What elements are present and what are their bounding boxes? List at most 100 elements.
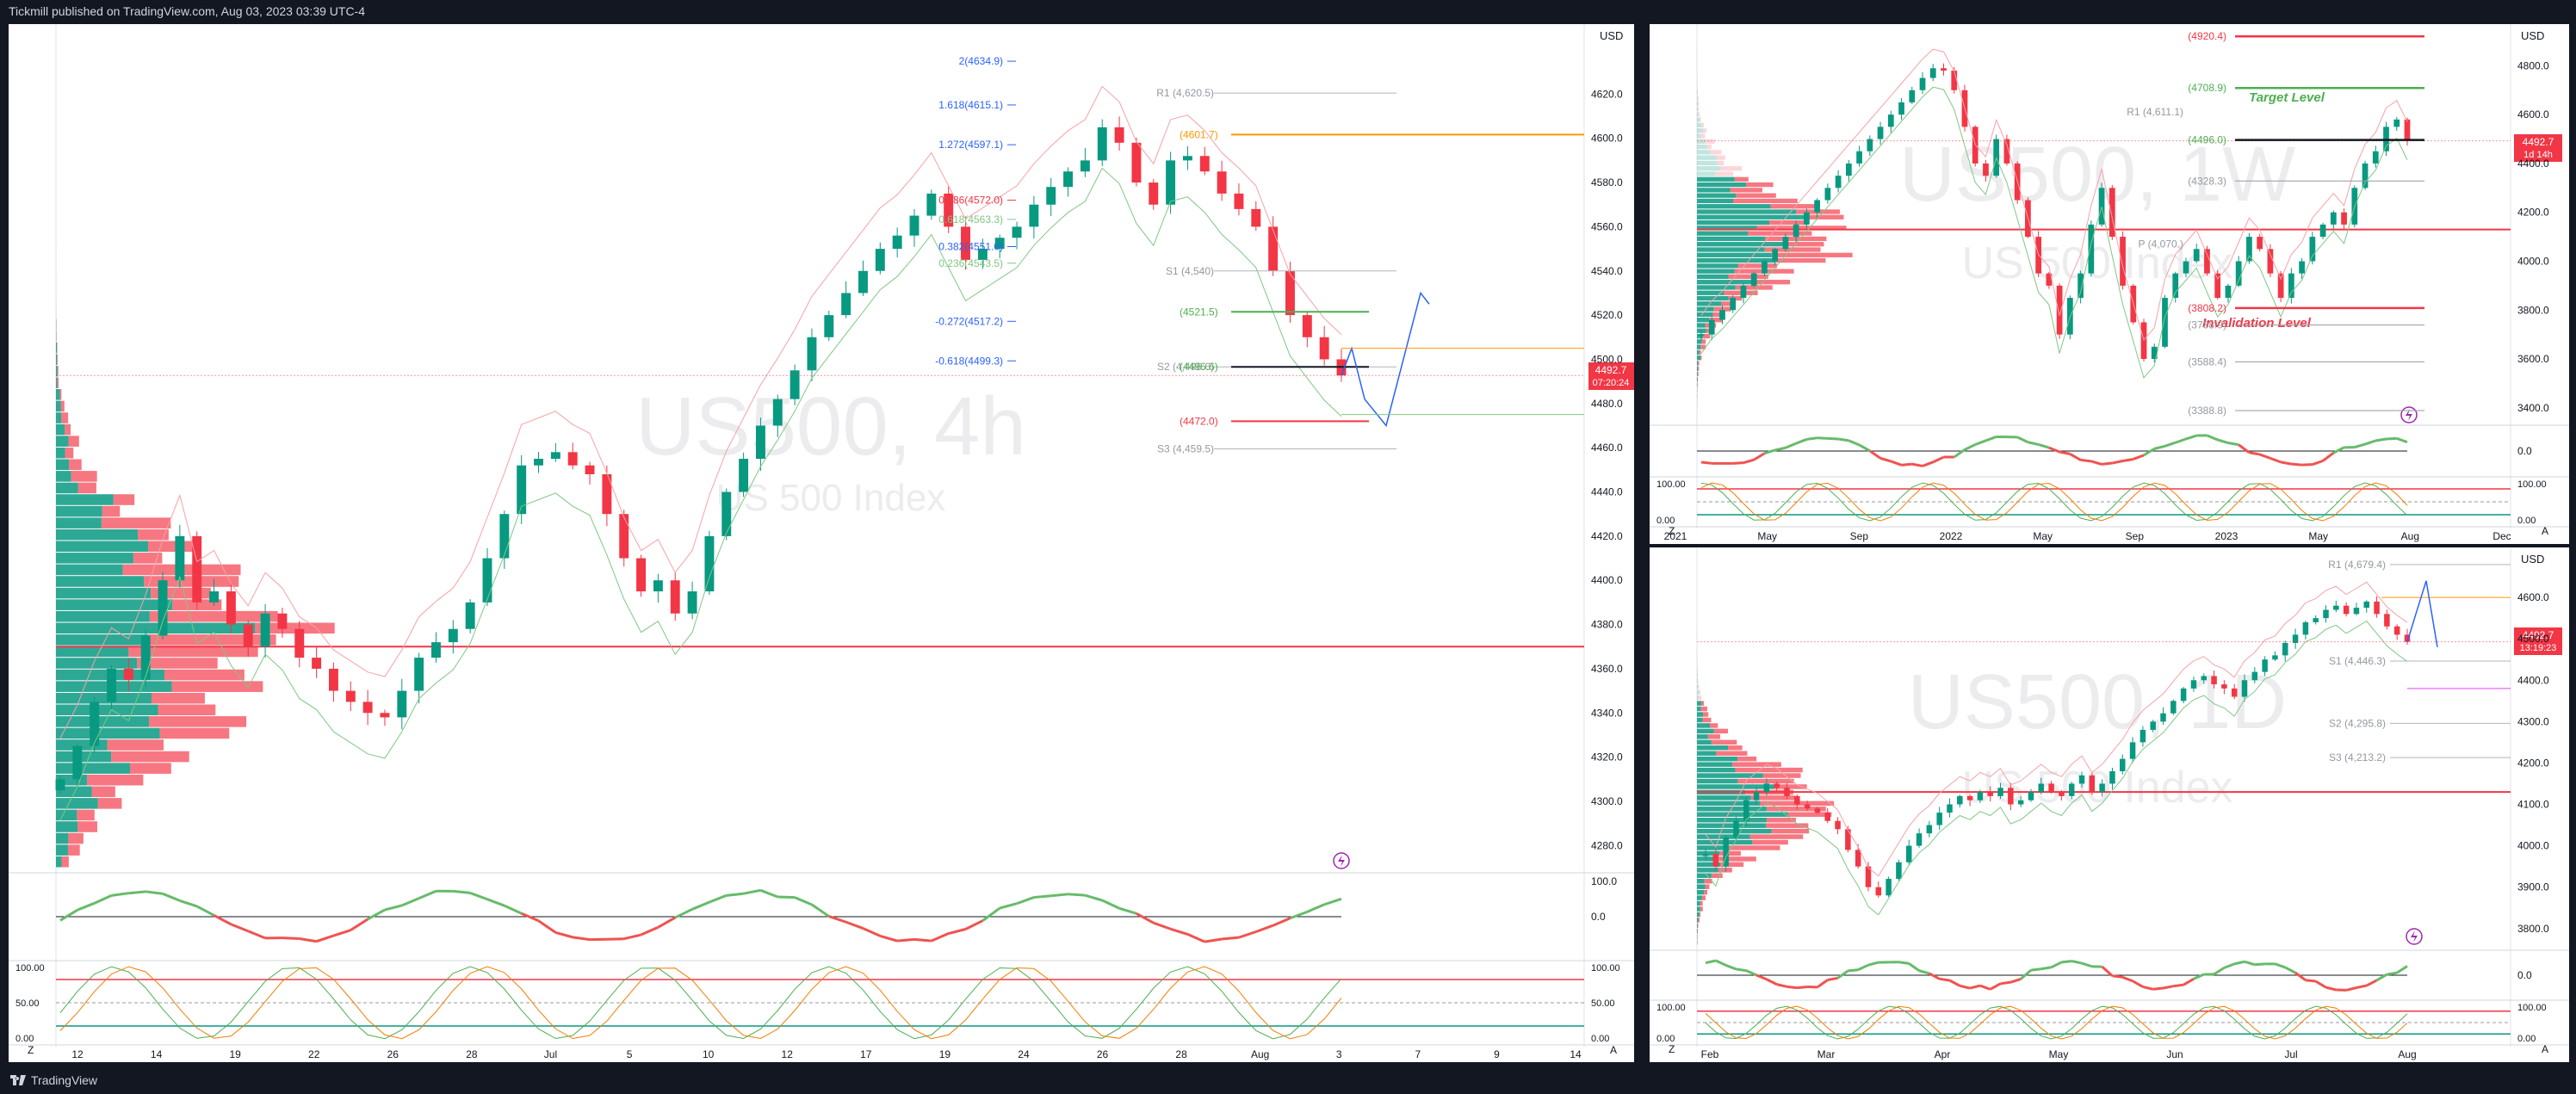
volume-profile-bar [68,436,79,447]
candle [1887,114,1894,127]
volume-profile-bar [97,798,122,809]
chart-panel-4h[interactable]: US500, 4h US 500 Index USD A Z 4492.7 07… [9,24,1634,1062]
chart-panel-1d[interactable]: US500, 1D US 500 Index USD A Z 4492.7 13… [1650,547,2569,1062]
candle [328,668,338,691]
oscillator-line [384,904,403,912]
candle [2120,758,2126,772]
oscillator-line [1837,437,1849,442]
lightning-icon[interactable] [2400,406,2418,423]
candle [687,591,697,614]
volume-profile-bar [56,763,131,774]
volume-profile-bar [1737,778,1794,784]
candle [1740,285,1747,299]
candle [2330,212,2337,225]
oscillator-line [2356,984,2368,989]
price-axis-label: 4340.0 [1591,707,1623,719]
volume-profile-bar [56,622,256,634]
candle [1251,208,1261,227]
candle [1877,127,1884,139]
candle [977,249,988,260]
chart-1w-svg[interactable]: US500, 1W US 500 Index USD A Z 4492.7 1d… [1650,24,2569,544]
time-axis-label: 19 [229,1048,241,1060]
candle [2393,119,2400,127]
volume-profile-bar [1697,349,1700,355]
oscillator-line [948,928,966,935]
projection-path [1341,291,1430,428]
volume-profile-bar [1697,231,1749,236]
stoch-axis-label: 0.00 [2517,516,2536,526]
volume-profile-bar [56,342,58,354]
volume-profile-bar [60,400,65,412]
volume-profile-bar [1716,155,1725,160]
volume-profile-bar [1697,318,1710,323]
volume-profile-bar [1706,144,1712,150]
volume-profile-bar [1697,361,1700,366]
candle [1947,804,1953,813]
volume-profile-bar [1697,895,1702,900]
volume-profile-bar [1697,667,1698,673]
oscillator-line [1817,436,1828,440]
volume-profile-bar [1697,728,1714,734]
brand-label: TradingView [31,1073,98,1087]
volume-profile-bar [1698,918,1700,923]
volume-profile-bar [56,459,70,471]
watermark-symbol: US500, 4h [635,380,1026,473]
lightning-icon[interactable] [1333,852,1350,869]
candle [1916,833,1923,846]
candle [2251,671,2258,681]
price-tag-value: 4492.7 [2523,136,2554,148]
corner-a-button[interactable]: A [1610,1044,1617,1056]
oscillator-line [2153,444,2165,450]
price-axis-label: 3900.0 [2517,881,2549,893]
volume-profile-bar [101,517,171,528]
volume-profile-bar [1729,845,1780,850]
volume-profile-bar [1697,371,1698,377]
price-tag-value: 4492.7 [1595,364,1627,376]
candle [892,235,902,250]
candle [2120,237,2126,286]
oscillator-line [2294,971,2307,981]
oscillator-line [2038,443,2050,449]
volume-profile-bar [1697,762,1733,767]
candle [175,535,185,581]
volume-profile-bar [1697,773,1763,778]
corner-z-button[interactable]: Z [1669,525,1675,537]
candle [1983,163,1989,176]
tradingview-brand[interactable]: TradingView [10,1073,97,1087]
volume-profile-bar [149,610,278,622]
volume-profile-bar [1699,689,1700,695]
candle [1080,160,1090,172]
oscillator-line [2238,443,2251,454]
volume-profile-bar [56,587,152,599]
lightning-icon[interactable] [2406,928,2423,945]
volume-profile-bar [159,727,230,739]
volume-profile-bar [1697,689,1700,695]
corner-z-button[interactable]: Z [28,1044,34,1056]
corner-z-button[interactable]: Z [1669,1043,1675,1055]
oscillator-line [1766,978,1778,986]
volume-profile-bar [1697,923,1699,929]
candle [2211,676,2217,685]
chart-1d-svg[interactable]: US500, 1D US 500 Index USD A Z 4492.7 13… [1650,547,2569,1062]
stoch-axis-label: 100.00 [2517,479,2547,490]
oscillator-line [1868,449,1881,460]
chart-panel-1w[interactable]: US500, 1W US 500 Index USD A Z 4492.7 1d… [1650,24,2569,544]
candle [2059,792,2065,796]
candle [1929,68,1936,78]
oscillator-line [1221,936,1240,941]
oscillator-line [196,905,215,917]
candle [431,642,441,658]
oscillator-line [811,903,830,918]
corner-a-button[interactable]: A [2542,525,2548,537]
volume-profile-bar [1697,306,1714,312]
volume-profile-bar [1718,868,1732,873]
time-axis-label: May [2308,530,2328,542]
oscillator-line [316,934,334,943]
candle [1762,261,1768,274]
chart-4h-svg[interactable]: US500, 4h US 500 Index USD A Z 4492.7 07… [9,24,1634,1062]
volume-profile-bar [56,541,149,553]
candle [1723,837,1729,867]
volume-profile-bar [1697,678,1698,684]
time-axis-label: 14 [1570,1048,1582,1060]
corner-a-button[interactable]: A [2542,1043,2548,1055]
